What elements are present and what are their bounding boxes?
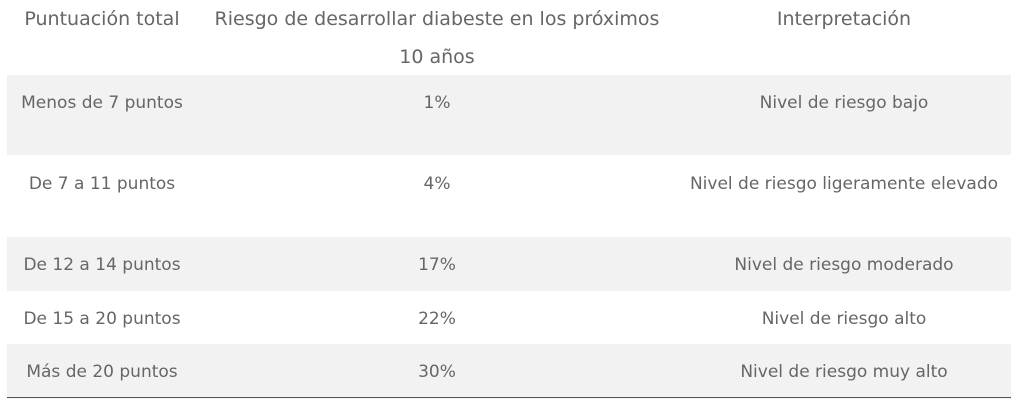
interpretation-cell: Nivel de riesgo muy alto [740, 362, 948, 382]
risk-cell: 17% [418, 255, 456, 275]
table-row: De 15 a 20 puntos 22% Nivel de riesgo al… [7, 291, 1011, 344]
interpretation-cell: Nivel de riesgo alto [761, 309, 927, 329]
score-cell: De 12 a 14 puntos [23, 255, 181, 275]
header-total-score: Puntuación total [24, 8, 180, 30]
score-cell: Más de 20 puntos [26, 362, 178, 382]
table-row: De 7 a 11 puntos 4% Nivel de riesgo lige… [7, 155, 1011, 237]
header-diabetes-risk: Riesgo de desarrollar diabeste en los pr… [214, 8, 660, 68]
diabetes-risk-table: Puntuación total Riesgo de desarrollar d… [7, 0, 1011, 399]
risk-cell: 1% [423, 93, 451, 113]
score-cell: De 7 a 11 puntos [28, 174, 176, 194]
table-row: Más de 20 puntos 30% Nivel de riesgo muy… [7, 344, 1011, 399]
score-cell: De 15 a 20 puntos [23, 309, 181, 329]
score-cell: Menos de 7 puntos [21, 93, 183, 113]
header-interpretation: Interpretación [776, 8, 912, 30]
table-row: Menos de 7 puntos 1% Nivel de riesgo baj… [7, 75, 1011, 155]
risk-cell: 4% [423, 174, 451, 194]
interpretation-cell: Nivel de riesgo bajo [759, 93, 929, 113]
table-row: De 12 a 14 puntos 17% Nivel de riesgo mo… [7, 237, 1011, 291]
table-bottom-rule [7, 397, 1011, 398]
interpretation-cell: Nivel de riesgo moderado [734, 255, 954, 275]
risk-cell: 22% [418, 309, 456, 329]
interpretation-cell: Nivel de riesgo ligeramente elevado [689, 174, 999, 194]
table-header-row: Puntuación total Riesgo de desarrollar d… [7, 0, 1011, 75]
risk-cell: 30% [418, 362, 456, 382]
